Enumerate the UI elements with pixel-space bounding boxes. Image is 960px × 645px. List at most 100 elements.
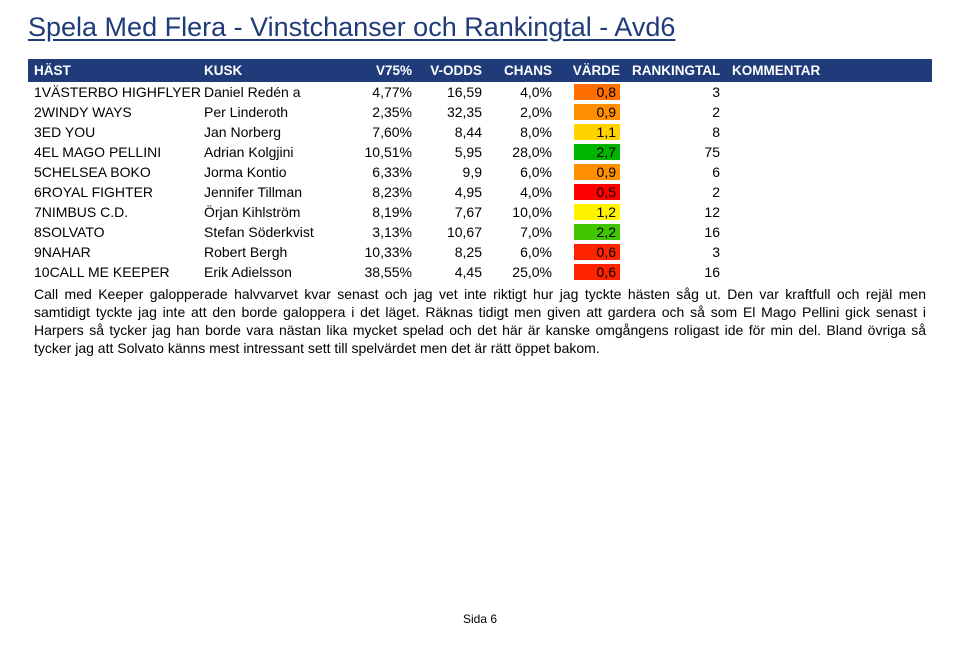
cell-varde: 0,5 (558, 182, 626, 202)
cell-rank: 8 (626, 122, 726, 142)
cell-chans: 25,0% (488, 262, 558, 282)
cell-v75: 38,55% (348, 262, 418, 282)
cell-kommentar (726, 202, 932, 222)
cell-hast: 6ROYAL FIGHTER (28, 182, 198, 202)
col-komm: KOMMENTAR (726, 59, 932, 82)
cell-chans: 8,0% (488, 122, 558, 142)
cell-chans: 6,0% (488, 242, 558, 262)
cell-hast: 5CHELSEA BOKO (28, 162, 198, 182)
table-row: 4EL MAGO PELLINIAdrian Kolgjini10,51%5,9… (28, 142, 932, 162)
cell-kommentar (726, 262, 932, 282)
cell-v75: 3,13% (348, 222, 418, 242)
cell-vodds: 4,95 (418, 182, 488, 202)
cell-varde: 1,2 (558, 202, 626, 222)
cell-chans: 7,0% (488, 222, 558, 242)
table-row: 8SOLVATOStefan Söderkvist3,13%10,677,0%2… (28, 222, 932, 242)
cell-varde: 1,1 (558, 122, 626, 142)
cell-varde: 0,6 (558, 262, 626, 282)
cell-kusk: Jorma Kontio (198, 162, 348, 182)
cell-chans: 2,0% (488, 102, 558, 122)
col-chans: CHANS (488, 59, 558, 82)
cell-varde: 2,2 (558, 222, 626, 242)
cell-varde: 0,6 (558, 242, 626, 262)
cell-v75: 8,23% (348, 182, 418, 202)
cell-kommentar (726, 142, 932, 162)
comment-row: Call med Keeper galopperade halvvarvet k… (28, 282, 932, 360)
col-varde: VÄRDE (558, 59, 626, 82)
cell-vodds: 32,35 (418, 102, 488, 122)
table-row: 2WINDY WAYSPer Linderoth2,35%32,352,0%0,… (28, 102, 932, 122)
cell-varde: 2,7 (558, 142, 626, 162)
cell-vodds: 8,44 (418, 122, 488, 142)
page-title: Spela Med Flera - Vinstchanser och Ranki… (28, 12, 932, 43)
table-row: 7NIMBUS C.D.Örjan Kihlström8,19%7,6710,0… (28, 202, 932, 222)
cell-kusk: Jan Norberg (198, 122, 348, 142)
cell-kusk: Robert Bergh (198, 242, 348, 262)
cell-hast: 3ED YOU (28, 122, 198, 142)
cell-vodds: 5,95 (418, 142, 488, 162)
cell-hast: 2WINDY WAYS (28, 102, 198, 122)
cell-hast: 10CALL ME KEEPER (28, 262, 198, 282)
cell-v75: 10,33% (348, 242, 418, 262)
cell-rank: 3 (626, 82, 726, 102)
cell-hast: 7NIMBUS C.D. (28, 202, 198, 222)
cell-rank: 12 (626, 202, 726, 222)
table-row: 9NAHARRobert Bergh10,33%8,256,0%0,63 (28, 242, 932, 262)
cell-rank: 16 (626, 222, 726, 242)
cell-chans: 28,0% (488, 142, 558, 162)
col-rank: RANKINGTAL (626, 59, 726, 82)
cell-kusk: Örjan Kihlström (198, 202, 348, 222)
cell-varde: 0,8 (558, 82, 626, 102)
table-row: 10CALL ME KEEPERErik Adielsson38,55%4,45… (28, 262, 932, 282)
cell-rank: 2 (626, 182, 726, 202)
page-footer: Sida 6 (0, 612, 960, 626)
cell-chans: 4,0% (488, 182, 558, 202)
cell-kusk: Erik Adielsson (198, 262, 348, 282)
table-row: 1VÄSTERBO HIGHFLYERDaniel Redén a4,77%16… (28, 82, 932, 102)
cell-chans: 4,0% (488, 82, 558, 102)
table-row: 5CHELSEA BOKOJorma Kontio6,33%9,96,0%0,9… (28, 162, 932, 182)
cell-rank: 16 (626, 262, 726, 282)
cell-kusk: Stefan Söderkvist (198, 222, 348, 242)
cell-kusk: Daniel Redén a (198, 82, 348, 102)
cell-rank: 3 (626, 242, 726, 262)
ranking-table: HÄST KUSK V75% V-ODDS CHANS VÄRDE RANKIN… (28, 59, 932, 360)
table-header-row: HÄST KUSK V75% V-ODDS CHANS VÄRDE RANKIN… (28, 59, 932, 82)
cell-kommentar (726, 102, 932, 122)
cell-varde: 0,9 (558, 162, 626, 182)
cell-rank: 2 (626, 102, 726, 122)
cell-v75: 10,51% (348, 142, 418, 162)
cell-v75: 4,77% (348, 82, 418, 102)
cell-rank: 75 (626, 142, 726, 162)
cell-vodds: 7,67 (418, 202, 488, 222)
cell-vodds: 10,67 (418, 222, 488, 242)
col-hast: HÄST (28, 59, 198, 82)
cell-rank: 6 (626, 162, 726, 182)
cell-kommentar (726, 162, 932, 182)
cell-vodds: 4,45 (418, 262, 488, 282)
cell-v75: 7,60% (348, 122, 418, 142)
cell-vodds: 9,9 (418, 162, 488, 182)
cell-kommentar (726, 242, 932, 262)
table-row: 6ROYAL FIGHTERJennifer Tillman8,23%4,954… (28, 182, 932, 202)
col-v75: V75% (348, 59, 418, 82)
cell-vodds: 16,59 (418, 82, 488, 102)
cell-hast: 9NAHAR (28, 242, 198, 262)
cell-v75: 2,35% (348, 102, 418, 122)
comment-text: Call med Keeper galopperade halvvarvet k… (28, 282, 932, 360)
table-row: 3ED YOUJan Norberg7,60%8,448,0%1,18 (28, 122, 932, 142)
cell-kommentar (726, 182, 932, 202)
cell-hast: 4EL MAGO PELLINI (28, 142, 198, 162)
cell-kusk: Per Linderoth (198, 102, 348, 122)
cell-v75: 6,33% (348, 162, 418, 182)
cell-vodds: 8,25 (418, 242, 488, 262)
cell-chans: 10,0% (488, 202, 558, 222)
cell-hast: 1VÄSTERBO HIGHFLYER (28, 82, 198, 102)
cell-chans: 6,0% (488, 162, 558, 182)
col-vodds: V-ODDS (418, 59, 488, 82)
cell-kusk: Jennifer Tillman (198, 182, 348, 202)
cell-hast: 8SOLVATO (28, 222, 198, 242)
cell-kommentar (726, 82, 932, 102)
cell-kommentar (726, 222, 932, 242)
cell-v75: 8,19% (348, 202, 418, 222)
